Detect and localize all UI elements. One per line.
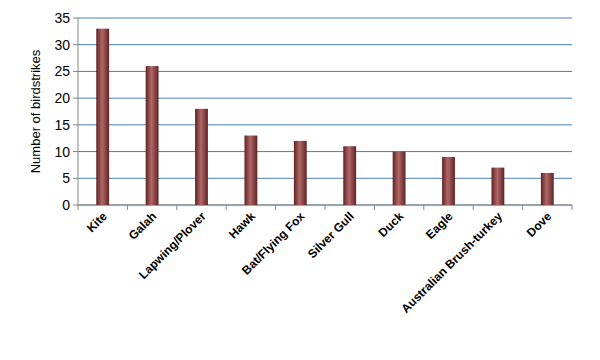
x-tick-mark [226,205,227,210]
grid [73,18,572,205]
y-tick-label: 0 [62,197,70,213]
tick-mark [73,178,78,179]
x-tick-mark [473,205,474,210]
x-tick-mark [275,205,276,210]
tick-mark [73,151,78,152]
grid-line [78,44,572,45]
tick-mark [73,18,78,19]
tick-mark [73,71,78,72]
bar [442,157,455,205]
bar [491,168,504,205]
x-tick-label: Lapwing/Plover [136,209,209,282]
x-tick-label: Australian Brush-turkey [398,209,505,316]
tick-mark [73,205,78,206]
grid-line [78,18,572,19]
y-axis-line [78,18,79,205]
x-tick-mark [325,205,326,210]
x-tick-label: Hawk [226,209,258,241]
x-tick-mark [176,205,177,210]
tick-mark [73,98,78,99]
x-tick-label: Silver Gull [305,209,357,261]
tick-mark [73,124,78,125]
tick-mark [73,44,78,45]
bars [96,29,553,205]
x-tick-label: Duck [376,209,407,240]
y-tick-label: 25 [54,63,70,79]
bar [244,136,257,205]
bar [96,29,109,205]
x-tick-label: Dove [524,209,555,240]
y-axis-label: Number of birdstrikes [28,49,43,173]
y-tick-label: 5 [62,170,70,186]
x-tick-mark [522,205,523,210]
x-tick-mark [374,205,375,210]
y-tick-label: 10 [54,144,70,160]
bar [393,152,406,205]
bar [541,173,554,205]
x-tick-label: Kite [84,209,110,235]
x-tick-mark [423,205,424,210]
x-tick-label: Eagle [423,209,456,242]
x-tick-mark [572,205,573,210]
bar [195,109,208,205]
y-tick-label: 35 [54,10,70,26]
x-tick-mark [78,205,79,210]
chart-container: 0 5 10 15 20 25 30 35 Number of birdstrikes Kite G… [0,0,600,360]
y-tick-label: 15 [54,117,70,133]
bar [294,141,307,205]
y-tick-label: 30 [54,37,70,53]
x-tick-label: Galah [126,209,159,242]
x-tick-mark [127,205,128,210]
y-tick-label: 20 [54,90,70,106]
x-tick-label: Bat/Flying Fox [239,209,308,278]
bar [146,66,159,205]
bar [343,146,356,205]
chart-svg: 0 5 10 15 20 25 30 35 Number of birdstrikes Kite G… [0,0,600,360]
